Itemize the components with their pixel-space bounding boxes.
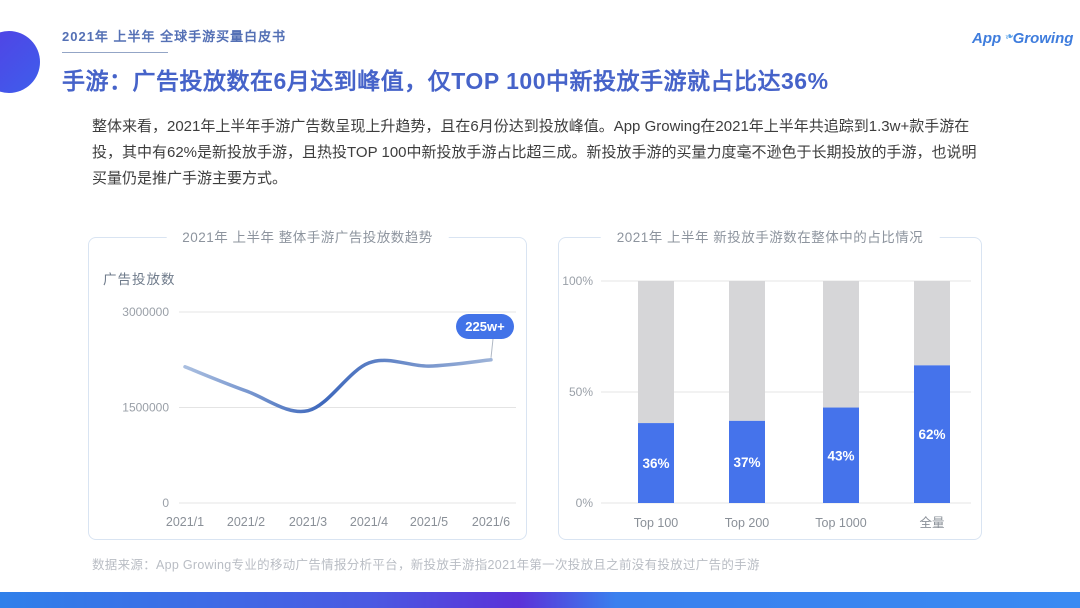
bar-segment-rest [729,281,765,421]
x-tick-label: 全量 [919,515,944,530]
y-tick-label: 50% [569,385,593,399]
y-tick-label: 3000000 [122,305,169,319]
logo-text-app: App [972,30,1002,47]
corner-blob-decoration [0,31,40,93]
annotation-badge [456,314,514,339]
bar-segment-new [914,365,950,503]
data-source-note: 数据来源：App Growing专业的移动广告情报分析平台，新投放手游指2021… [92,558,760,572]
annotation-connector [490,338,494,358]
y-tick-label: 0% [576,496,594,510]
document-title: 2021年 上半年 全球手游买量白皮书 [62,29,287,44]
x-tick-label: Top 200 [725,516,770,530]
page-title: 手游：广告投放数在6月达到峰值，仅TOP 100中新投放手游就占比达36% [62,68,829,94]
y-tick-label: 1500000 [122,401,169,415]
bar-segment-new [729,420,765,503]
x-tick-label: 2021/5 [410,515,448,529]
bottom-gradient-bar [0,592,1080,608]
y-tick-label: 100% [562,274,593,288]
bar-segment-rest [914,281,950,366]
line-chart-card: 2021年 上半年 整体手游广告投放数趋势 广告投放数 0 1500000 3000… [88,228,527,540]
x-tick-label: Top 1000 [815,516,866,530]
x-tick-label: Top 100 [634,516,679,530]
x-tick-label: 2021/6 [472,515,510,529]
bar-value-label: 37% [733,455,760,470]
document-title-underline [62,52,168,53]
logo-text-growing: Growing [1012,30,1074,47]
line-chart-svg: 0 1500000 3000000 2021/1 2021/2 2021/3 2021/4 2… [122,305,516,529]
x-tick-label: 2021/1 [166,515,204,529]
bar-chart-svg: 0% 50% 100% 36% Top 100 37% Top 200 43% Top 1000… [562,274,971,530]
bar-segment-rest [823,281,859,408]
bar-segment-rest [638,281,674,424]
x-tick-label: 2021/2 [227,515,265,529]
line-chart-y-axis-name: 广告投放数 [103,272,176,287]
bar-chart-card: 2021年 上半年 新投放手游数在整体中的占比情况 0% 50% 100% 36% To… [558,228,982,540]
body-paragraph: 整体来看，2021年上半年手游广告数呈现上升趋势，且在6月份达到投放峰值。App… [92,118,977,187]
bar-value-label: 62% [918,427,945,442]
bar-value-label: 36% [642,456,669,471]
line-series-path [183,358,493,414]
x-tick-label: 2021/4 [350,515,388,529]
bar-segment-new [638,423,674,503]
annotation-label: 225w+ [465,319,505,334]
bar-value-label: 43% [827,448,854,463]
x-tick-label: 2021/3 [289,515,327,529]
y-tick-label: 0 [162,496,169,510]
bar-chart-title: 2021年 上半年 新投放手游数在整体中的占比情况 [600,228,940,248]
line-chart-title: 2021年 上半年 整体手游广告投放数趋势 [166,228,449,248]
app-growing-logo: App ❧Growing [972,30,1073,47]
bar-segment-new [823,407,859,503]
